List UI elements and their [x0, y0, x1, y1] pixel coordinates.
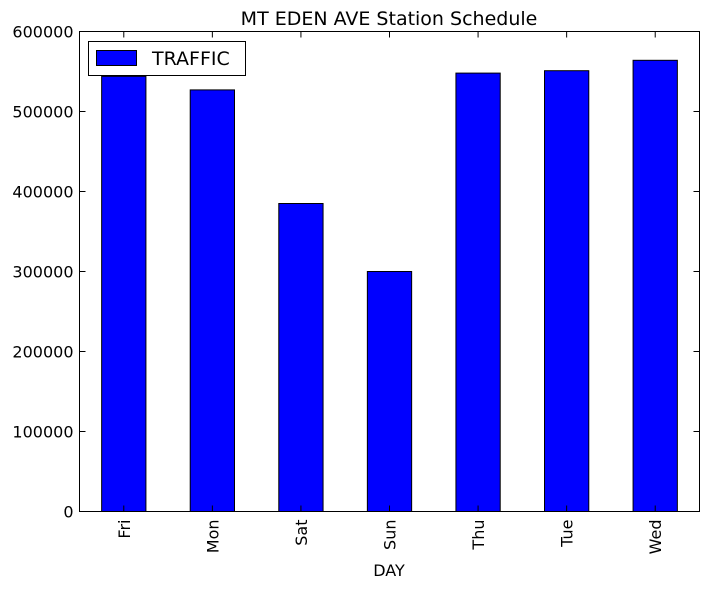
x-tick-label-sat: Sat [292, 520, 311, 546]
chart-title: MT EDEN AVE Station Schedule [241, 8, 538, 30]
y-axis: 0 100000 200000 300000 400000 500000 600000 [12, 23, 700, 522]
bar-sun [366, 271, 413, 512]
x-tick-label-fri: Fri [115, 520, 134, 539]
legend-swatch [96, 50, 137, 66]
x-tick-label-tue: Tue [558, 520, 577, 548]
x-tick-label-wed: Wed [646, 520, 665, 555]
y-tick-label-600000: 600000 [12, 23, 73, 42]
y-tick-label-100000: 100000 [12, 423, 73, 442]
y-tick-label-300000: 300000 [12, 263, 73, 282]
y-tick-label-0: 0 [63, 503, 73, 522]
legend-label: TRAFFIC [151, 48, 230, 70]
x-axis: Fri Mon Sat Sun Thu Tue Wed [115, 31, 665, 555]
x-tick-label-thu: Thu [469, 520, 488, 551]
y-tick-label-400000: 400000 [12, 183, 73, 202]
bar-sat [278, 203, 324, 512]
x-tick-label-mon: Mon [203, 520, 222, 554]
bar-thu [455, 72, 501, 512]
bar-mon [189, 89, 235, 513]
y-tick-label-200000: 200000 [12, 343, 73, 362]
y-tick-label-500000: 500000 [12, 103, 73, 122]
x-tick-label-sun: Sun [381, 520, 400, 550]
bar-tue [544, 70, 590, 512]
plot-frame [79, 31, 700, 512]
bar-wed [632, 59, 678, 513]
legend: TRAFFIC [88, 41, 246, 76]
bar-fri [101, 75, 147, 513]
bars-group [101, 59, 678, 513]
x-axis-label: DAY [373, 561, 405, 580]
